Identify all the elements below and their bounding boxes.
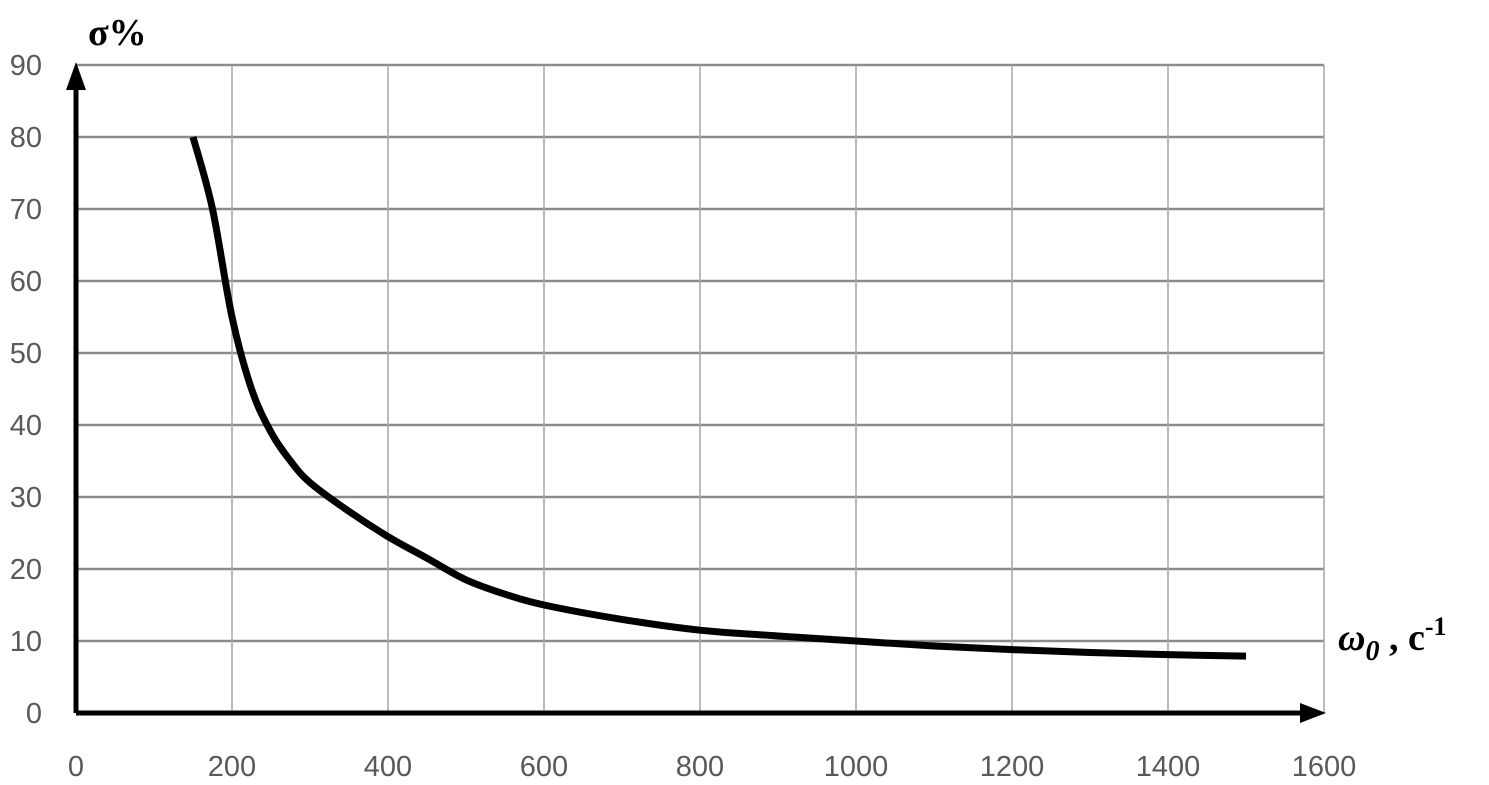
y-tick-label: 60 bbox=[10, 266, 42, 298]
series-line bbox=[189, 136, 1247, 660]
y-tick-label: 80 bbox=[10, 122, 42, 154]
y-tick-label: 40 bbox=[10, 410, 42, 442]
x-tick-label: 1000 bbox=[824, 751, 889, 783]
y-tick-label: 70 bbox=[10, 194, 42, 226]
x-axis-label: ω0 , c-1 bbox=[1338, 612, 1447, 667]
y-tick-label: 90 bbox=[10, 50, 42, 82]
x-tick-label: 800 bbox=[676, 751, 724, 783]
x-axis-label-symbol: ω bbox=[1338, 617, 1365, 659]
series bbox=[189, 136, 1247, 660]
y-tick-label: 50 bbox=[10, 338, 42, 370]
axes bbox=[66, 62, 1326, 723]
y-axis-arrow bbox=[66, 62, 86, 90]
y-tick-label: 20 bbox=[10, 554, 42, 586]
x-tick-label: 200 bbox=[208, 751, 256, 783]
y-tick-label: 10 bbox=[10, 626, 42, 658]
x-tick-label: 0 bbox=[68, 751, 84, 783]
y-axis-label: σ% bbox=[88, 12, 147, 54]
x-tick-label: 400 bbox=[364, 751, 412, 783]
tick-labels: 0 10 20 30 40 50 60 70 80 90 0 200 400 600 800 1000 1200… bbox=[10, 50, 1357, 783]
grid bbox=[75, 63, 1325, 715]
x-tick-label: 1200 bbox=[980, 751, 1045, 783]
x-tick-label: 600 bbox=[520, 751, 568, 783]
y-tick-label: 0 bbox=[26, 698, 42, 730]
x-axis-label-unit: , c bbox=[1379, 617, 1424, 659]
y-tick-label: 30 bbox=[10, 482, 42, 514]
x-axis-label-subscript: 0 bbox=[1365, 636, 1379, 667]
x-tick-label: 1600 bbox=[1292, 751, 1357, 783]
x-tick-label: 1400 bbox=[1136, 751, 1201, 783]
x-axis-arrow bbox=[1300, 703, 1326, 723]
x-axis-label-unit-sup: -1 bbox=[1425, 612, 1447, 641]
